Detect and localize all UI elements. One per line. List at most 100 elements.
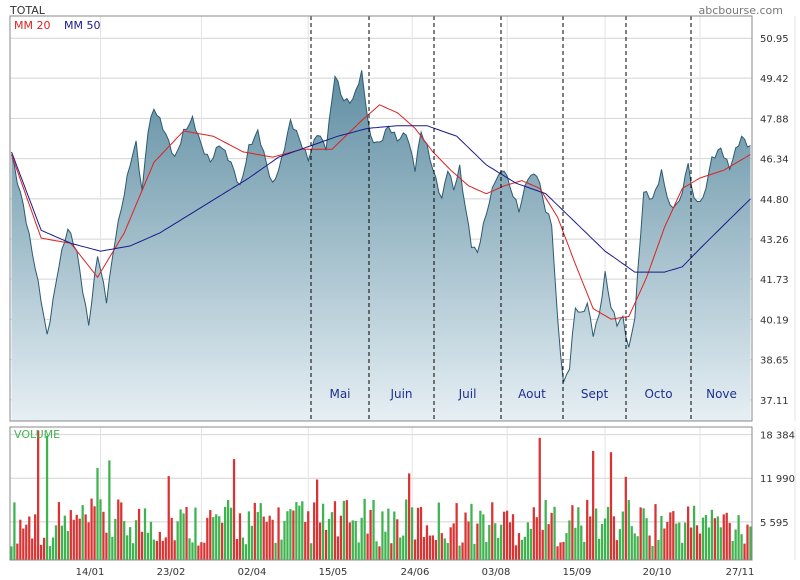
volume-bar: [63, 515, 66, 560]
volume-bar: [479, 510, 482, 560]
volume-bar: [413, 539, 417, 560]
volume-bar: [559, 542, 562, 560]
month-label: Juil: [458, 387, 477, 401]
volume-bar: [387, 508, 390, 560]
volume-bar: [105, 532, 108, 560]
volume-bar: [452, 523, 455, 560]
volume-bar: [627, 500, 630, 560]
volume-bar: [410, 507, 414, 560]
volume-bar: [600, 524, 604, 560]
price-y-tick: 40.19: [760, 315, 789, 326]
volume-bar: [179, 509, 182, 560]
volume-bar: [123, 521, 126, 560]
volume-bar: [684, 522, 687, 560]
volume-bar: [318, 522, 322, 560]
volume-bar: [25, 524, 28, 560]
volume-bar: [505, 510, 509, 560]
month-label: Octo: [644, 387, 672, 401]
volume-bar: [473, 543, 476, 560]
volume-bar: [663, 528, 666, 560]
volume-bar: [446, 543, 449, 560]
volume-bar: [449, 527, 452, 560]
volume-bar: [16, 543, 19, 560]
volume-bar: [134, 520, 138, 560]
volume-bar: [295, 502, 298, 560]
volume-bar: [737, 515, 740, 560]
volume-bar: [345, 500, 348, 560]
volume-bar: [710, 509, 714, 560]
volume-bar: [532, 507, 535, 560]
volume-bar: [313, 502, 316, 560]
volume-bar: [577, 507, 580, 560]
volume-y-tick: 18 384: [760, 431, 795, 442]
volume-bar: [229, 507, 233, 560]
volume-bar: [120, 502, 123, 560]
volume-bar: [440, 533, 443, 560]
volume-bar: [698, 533, 702, 560]
volume-bar: [740, 534, 743, 560]
mm50-line: [11, 125, 751, 273]
volume-bar: [155, 540, 158, 560]
volume-bar: [60, 525, 64, 560]
volume-bar: [488, 524, 491, 560]
volume-bar: [701, 517, 705, 560]
volume-bar: [247, 511, 251, 560]
volume-bar: [232, 459, 236, 560]
volume-bar: [149, 521, 153, 560]
x-tick-label: 23/02: [157, 567, 186, 578]
volume-bar: [425, 525, 429, 560]
volume-bar: [467, 521, 470, 560]
volume-bar: [34, 514, 37, 560]
volume-bar: [283, 521, 286, 560]
volume-bar: [606, 506, 610, 560]
x-tick-label: 20/10: [643, 567, 672, 578]
volume-bar: [553, 506, 556, 560]
volume-bar: [84, 514, 87, 560]
volume-bar: [212, 517, 215, 560]
volume-bar: [544, 499, 547, 560]
volume-bar: [378, 546, 381, 560]
volume-bar: [286, 511, 289, 560]
month-label: Sept: [581, 387, 609, 401]
month-label: Aout: [518, 387, 546, 401]
volume-bar: [253, 502, 256, 560]
volume-bar: [725, 512, 728, 560]
volume-bar: [618, 529, 622, 560]
volume-bar: [280, 539, 283, 560]
volume-bar: [39, 545, 43, 560]
volume-bar: [636, 536, 639, 560]
volume-bar: [226, 500, 230, 560]
volume-bar: [586, 499, 589, 560]
volume-bar: [431, 535, 435, 560]
volume-bar: [399, 537, 402, 560]
volume-bar: [360, 517, 363, 560]
volume-bar: [550, 512, 553, 560]
volume-bar: [422, 537, 426, 560]
volume-bar: [203, 542, 206, 560]
volume-bar: [390, 543, 393, 560]
volume-bar: [369, 509, 372, 560]
volume-bar: [51, 537, 55, 560]
price-y-tick: 49.42: [760, 74, 789, 85]
volume-bars: [10, 430, 752, 560]
volume-frame: [9, 426, 753, 561]
volume-bar: [22, 528, 25, 560]
volume-bar: [692, 505, 696, 560]
volume-bar: [182, 513, 185, 560]
volume-bar: [96, 467, 99, 560]
volume-bar: [75, 514, 78, 560]
price-frame: [9, 15, 753, 422]
volume-bar: [574, 527, 577, 560]
volume-bar: [167, 476, 170, 560]
volume-bar: [494, 523, 497, 560]
volume-bar: [45, 435, 49, 560]
price-y-tick: 38.65: [760, 356, 789, 367]
volume-bar: [268, 515, 271, 560]
volume-bar: [351, 520, 354, 560]
price-y-tick: 47.88: [760, 114, 789, 125]
price-y-tick: 46.34: [760, 155, 789, 166]
volume-bar: [129, 527, 132, 560]
volume-bar: [402, 535, 405, 560]
volume-bar: [595, 508, 598, 560]
